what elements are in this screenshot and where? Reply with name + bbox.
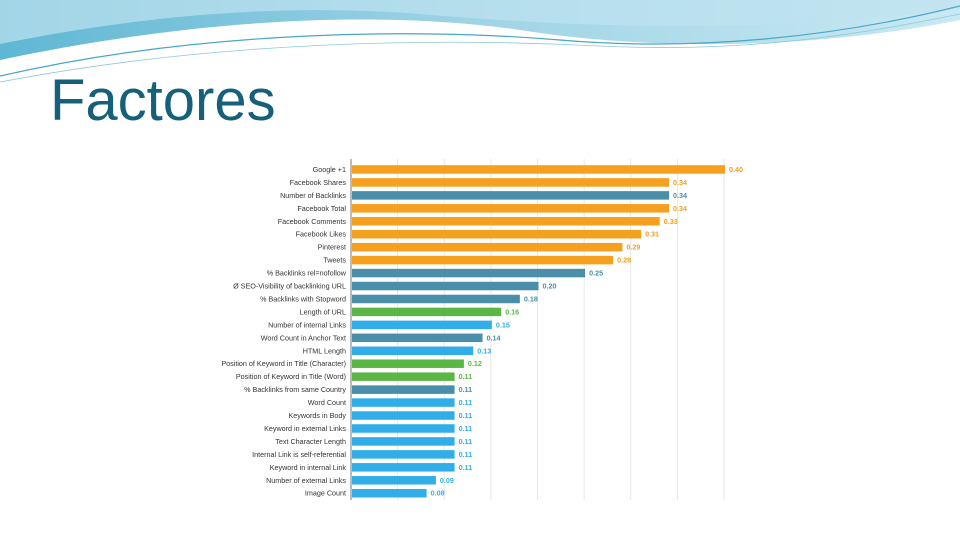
bar: [352, 178, 670, 187]
value-label: 0.11: [459, 437, 473, 446]
value-label: 0.08: [431, 489, 445, 498]
value-label: 0.12: [468, 359, 482, 368]
bar: [352, 204, 670, 213]
bar: [352, 385, 455, 394]
category-label: Number of Backlinks: [280, 191, 346, 200]
bar: [352, 217, 660, 226]
category-label: Pinterest: [318, 243, 346, 252]
value-label: 0.16: [505, 307, 519, 316]
bar: [352, 333, 483, 343]
value-label: 0.11: [459, 411, 473, 420]
category-label: Facebook Likes: [296, 230, 347, 239]
value-label: 0.29: [626, 243, 640, 252]
value-label: 0.11: [459, 450, 473, 459]
value-label: 0.11: [459, 463, 473, 472]
value-label: 0.15: [496, 320, 510, 329]
bar: [352, 165, 725, 174]
category-label: Position of Keyword in Title (Character): [221, 359, 346, 368]
category-label: Internal Link is self-referential: [252, 450, 346, 459]
category-label: Word Count in Anchor Text: [261, 333, 346, 342]
bar: [352, 320, 492, 330]
slide-title: Factores: [50, 68, 276, 133]
value-label: 0.11: [459, 385, 473, 394]
category-label: Google +1: [313, 165, 346, 174]
value-label: 0.31: [645, 230, 659, 239]
decorative-wave-banner: [0, 0, 960, 83]
bar: [352, 398, 455, 407]
category-label: Facebook Comments: [278, 217, 347, 226]
chart-panel: Google +1 0.40 Facebook Shares 0.34 Number o…: [210, 155, 752, 500]
value-label: 0.11: [459, 372, 473, 381]
category-label: % Backlinks from same Country: [244, 385, 346, 394]
category-label: Ø SEO-Visibility of backlinking URL: [233, 282, 346, 291]
bar: [352, 307, 502, 317]
bar: [352, 476, 436, 485]
bar: [352, 372, 455, 381]
bar: [352, 346, 474, 356]
category-label: HTML Length: [303, 346, 346, 355]
category-label: Position of Keyword in Title (Word): [236, 372, 346, 381]
bar: [352, 488, 427, 498]
value-label: 0.09: [440, 476, 454, 485]
category-label: Keyword in external Links: [264, 424, 346, 433]
bar: [352, 229, 642, 239]
value-label: 0.28: [617, 256, 631, 265]
bar: [352, 268, 586, 278]
category-label: Text Character Length: [275, 437, 346, 446]
value-label: 0.20: [543, 282, 557, 291]
category-label: Length of URL: [300, 307, 346, 316]
bar: [352, 255, 614, 265]
bar: [352, 411, 455, 420]
bar: [352, 424, 455, 433]
value-label: 0.18: [524, 294, 538, 303]
category-label: Tweets: [323, 256, 346, 265]
value-label: 0.34: [673, 191, 687, 200]
category-label: Facebook Total: [297, 204, 346, 213]
category-label: Image Count: [305, 489, 346, 498]
value-label: 0.11: [459, 424, 473, 433]
value-label: 0.33: [664, 217, 678, 226]
value-label: 0.13: [477, 346, 491, 355]
bar: [352, 359, 464, 368]
category-label: % Backlinks rel=nofollow: [267, 269, 347, 278]
bar: [352, 450, 455, 459]
category-label: % Backlinks with Stopword: [260, 294, 346, 303]
bar: [352, 463, 455, 472]
value-label: 0.25: [589, 269, 603, 278]
bar: [352, 281, 539, 291]
bar: [352, 437, 455, 446]
bar-chart: Google +1 0.40 Facebook Shares 0.34 Number o…: [221, 159, 743, 500]
category-label: Word Count: [308, 398, 346, 407]
category-label: Keywords in Body: [288, 411, 346, 420]
category-label: Number of internal Links: [268, 320, 346, 329]
category-label: Number of external Links: [266, 476, 346, 485]
value-label: 0.14: [487, 333, 501, 342]
value-label: 0.11: [459, 398, 473, 407]
value-label: 0.34: [673, 178, 687, 187]
category-label: Facebook Shares: [290, 178, 347, 187]
category-label: Keyword in internal Link: [270, 463, 347, 472]
value-label: 0.40: [729, 165, 743, 174]
bar: [352, 191, 670, 200]
value-label: 0.34: [673, 204, 687, 213]
bar: [352, 242, 623, 252]
bar: [352, 294, 520, 304]
